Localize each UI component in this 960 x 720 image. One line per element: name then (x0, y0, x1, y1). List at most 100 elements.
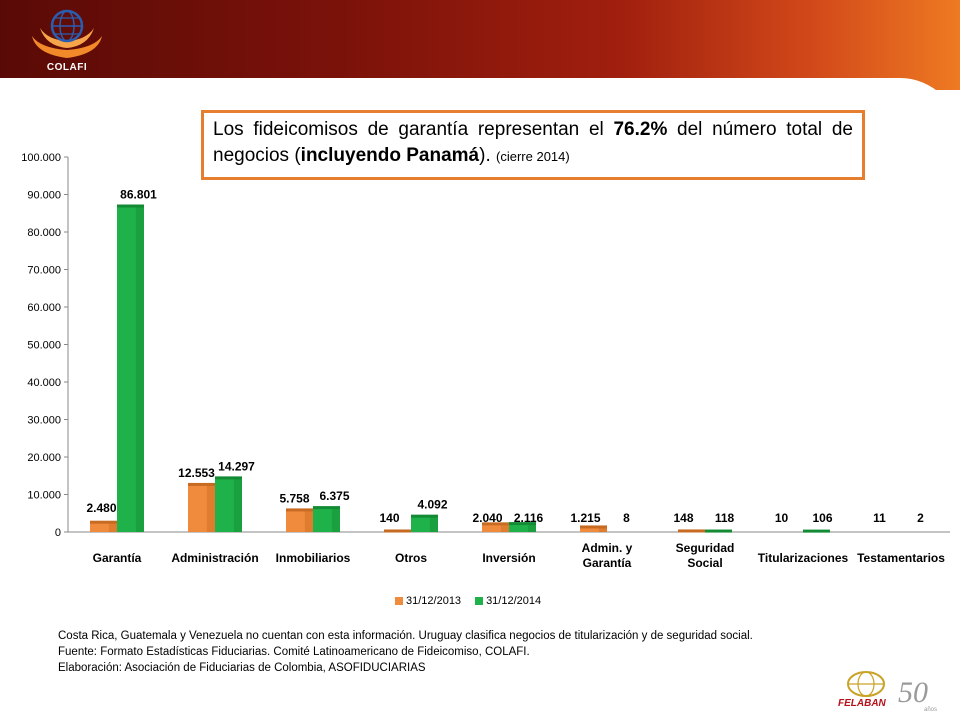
data-label: 4.092 (417, 498, 447, 512)
footnotes: Costa Rica, Guatemala y Venezuela no cue… (58, 628, 753, 676)
callout-emphasis: incluyendo Panamá (300, 145, 480, 166)
y-tick-label: 60.000 (27, 302, 61, 314)
footnote-source: Fuente: Formato Estadísticas Fiduciarias… (58, 646, 530, 658)
category-label: Inmobiliarios (276, 551, 351, 565)
colafi-logo: COLAFI (24, 6, 110, 80)
data-label: 106 (812, 511, 832, 525)
category-label: Otros (395, 551, 427, 565)
felaban-logo-text: FELABAN (838, 698, 887, 709)
bar-shade (304, 510, 313, 532)
footnote-elaboration: Elaboración: Asociación de Fiduciarias d… (58, 662, 426, 674)
data-label: 8 (623, 511, 630, 525)
callout-percentage: 76.2% (613, 119, 668, 140)
data-label: 140 (379, 511, 399, 525)
felaban-anos-text: años (924, 707, 937, 713)
bar-shade (233, 478, 242, 532)
category-label: Titularizaciones (758, 551, 849, 565)
y-tick-label: 0 (55, 527, 61, 539)
callout-text-2: del número total de negocios ( (213, 119, 853, 166)
bar-top (384, 529, 411, 533)
data-label: 6.375 (319, 489, 349, 503)
bar-shade (598, 527, 607, 532)
colafi-emblem-icon (32, 9, 102, 58)
category-label: Testamentarios (857, 551, 945, 565)
bar-top (117, 204, 144, 208)
bar-shade (135, 206, 144, 532)
bar-2013 (90, 522, 117, 532)
bar-top (580, 525, 607, 529)
bar-2014 (411, 516, 438, 532)
bar-2013 (482, 524, 509, 532)
bar-top (678, 529, 705, 533)
colafi-logo-text: COLAFI (46, 62, 88, 73)
category-label: Garantía (93, 551, 142, 565)
category-label: Administración (171, 551, 258, 565)
bar-top (90, 520, 117, 524)
data-label: 10 (775, 511, 789, 525)
y-tick-label: 10.000 (27, 490, 61, 502)
data-label: 5.758 (279, 491, 309, 505)
bar-2014 (117, 206, 144, 532)
y-tick-label: 70.000 (27, 265, 61, 277)
callout-box: Los fideicomisos de garantía representan… (201, 110, 865, 180)
callout-text-1: Los fideicomisos de garantía representan… (213, 119, 614, 140)
y-tick-label: 80.000 (27, 227, 61, 239)
y-tick-label: 90.000 (27, 190, 61, 202)
bar-2014 (215, 478, 242, 532)
bar-2014 (509, 524, 536, 532)
bar-top (313, 506, 340, 510)
data-label: 2.480 (86, 501, 116, 515)
y-tick-label: 40.000 (27, 377, 61, 389)
callout-note: (cierre 2014) (496, 149, 570, 164)
felaban-emblem-icon: FELABAN 50 años (838, 671, 937, 713)
chart-legend: 31/12/2013 31/12/2014 (395, 595, 541, 607)
legend-label-2013: 31/12/2013 (406, 595, 462, 608)
callout-text-3: ). (479, 145, 497, 166)
data-label: 86.801 (120, 187, 157, 201)
legend-swatch-2013 (395, 597, 403, 606)
footnote-coverage: Costa Rica, Guatemala y Venezuela no cue… (58, 630, 753, 642)
y-tick-label: 30.000 (27, 415, 61, 427)
bar-2013 (188, 484, 215, 532)
data-label: 118 (715, 511, 735, 525)
bar-top (482, 522, 509, 526)
data-label: 12.553 (178, 466, 215, 480)
bar-shade (206, 484, 215, 532)
data-label: 2.040 (472, 511, 502, 525)
data-label: 1.215 (570, 511, 600, 525)
felaban-years-text: 50 (898, 676, 928, 709)
bar-top (286, 508, 313, 512)
y-tick-label: 20.000 (27, 452, 61, 464)
y-tick-label: 50.000 (27, 340, 61, 352)
bar-shade (331, 508, 340, 532)
bar-top (509, 522, 536, 526)
category-label: Seguridad (676, 541, 735, 555)
bar-top (803, 529, 830, 533)
legend-swatch-2014 (475, 597, 484, 606)
felaban-logo: FELABAN 50 años (836, 664, 946, 714)
bar-shade (429, 516, 438, 532)
bar-shade (500, 524, 509, 532)
data-label: 14.297 (218, 459, 255, 473)
category-label: Social (687, 556, 722, 570)
y-tick-label: 100.000 (21, 152, 61, 164)
bar-top (705, 529, 732, 533)
category-label: Garantía (583, 556, 632, 570)
bar-top (215, 476, 242, 480)
legend-label-2014: 31/12/2014 (486, 595, 542, 608)
data-label: 11 (873, 511, 886, 525)
category-label: Admin. y (582, 541, 633, 555)
bar-shade (108, 522, 117, 532)
legend-item-2014: 31/12/2014 (475, 595, 541, 607)
bar-2013 (580, 527, 607, 532)
category-label: Inversión (482, 551, 535, 565)
bar-chart: 0 10.000 20.000 30.000 40.000 50.000 60.000 70.… (21, 152, 950, 570)
bar-shade (527, 524, 536, 532)
data-label: 2 (917, 511, 924, 525)
legend-item-2013: 31/12/2013 (395, 595, 461, 607)
data-label: 2.116 (514, 511, 544, 525)
header-background (0, 0, 960, 90)
data-label: 148 (673, 511, 693, 525)
slide-panel (0, 78, 960, 720)
bar-2014 (313, 508, 340, 532)
